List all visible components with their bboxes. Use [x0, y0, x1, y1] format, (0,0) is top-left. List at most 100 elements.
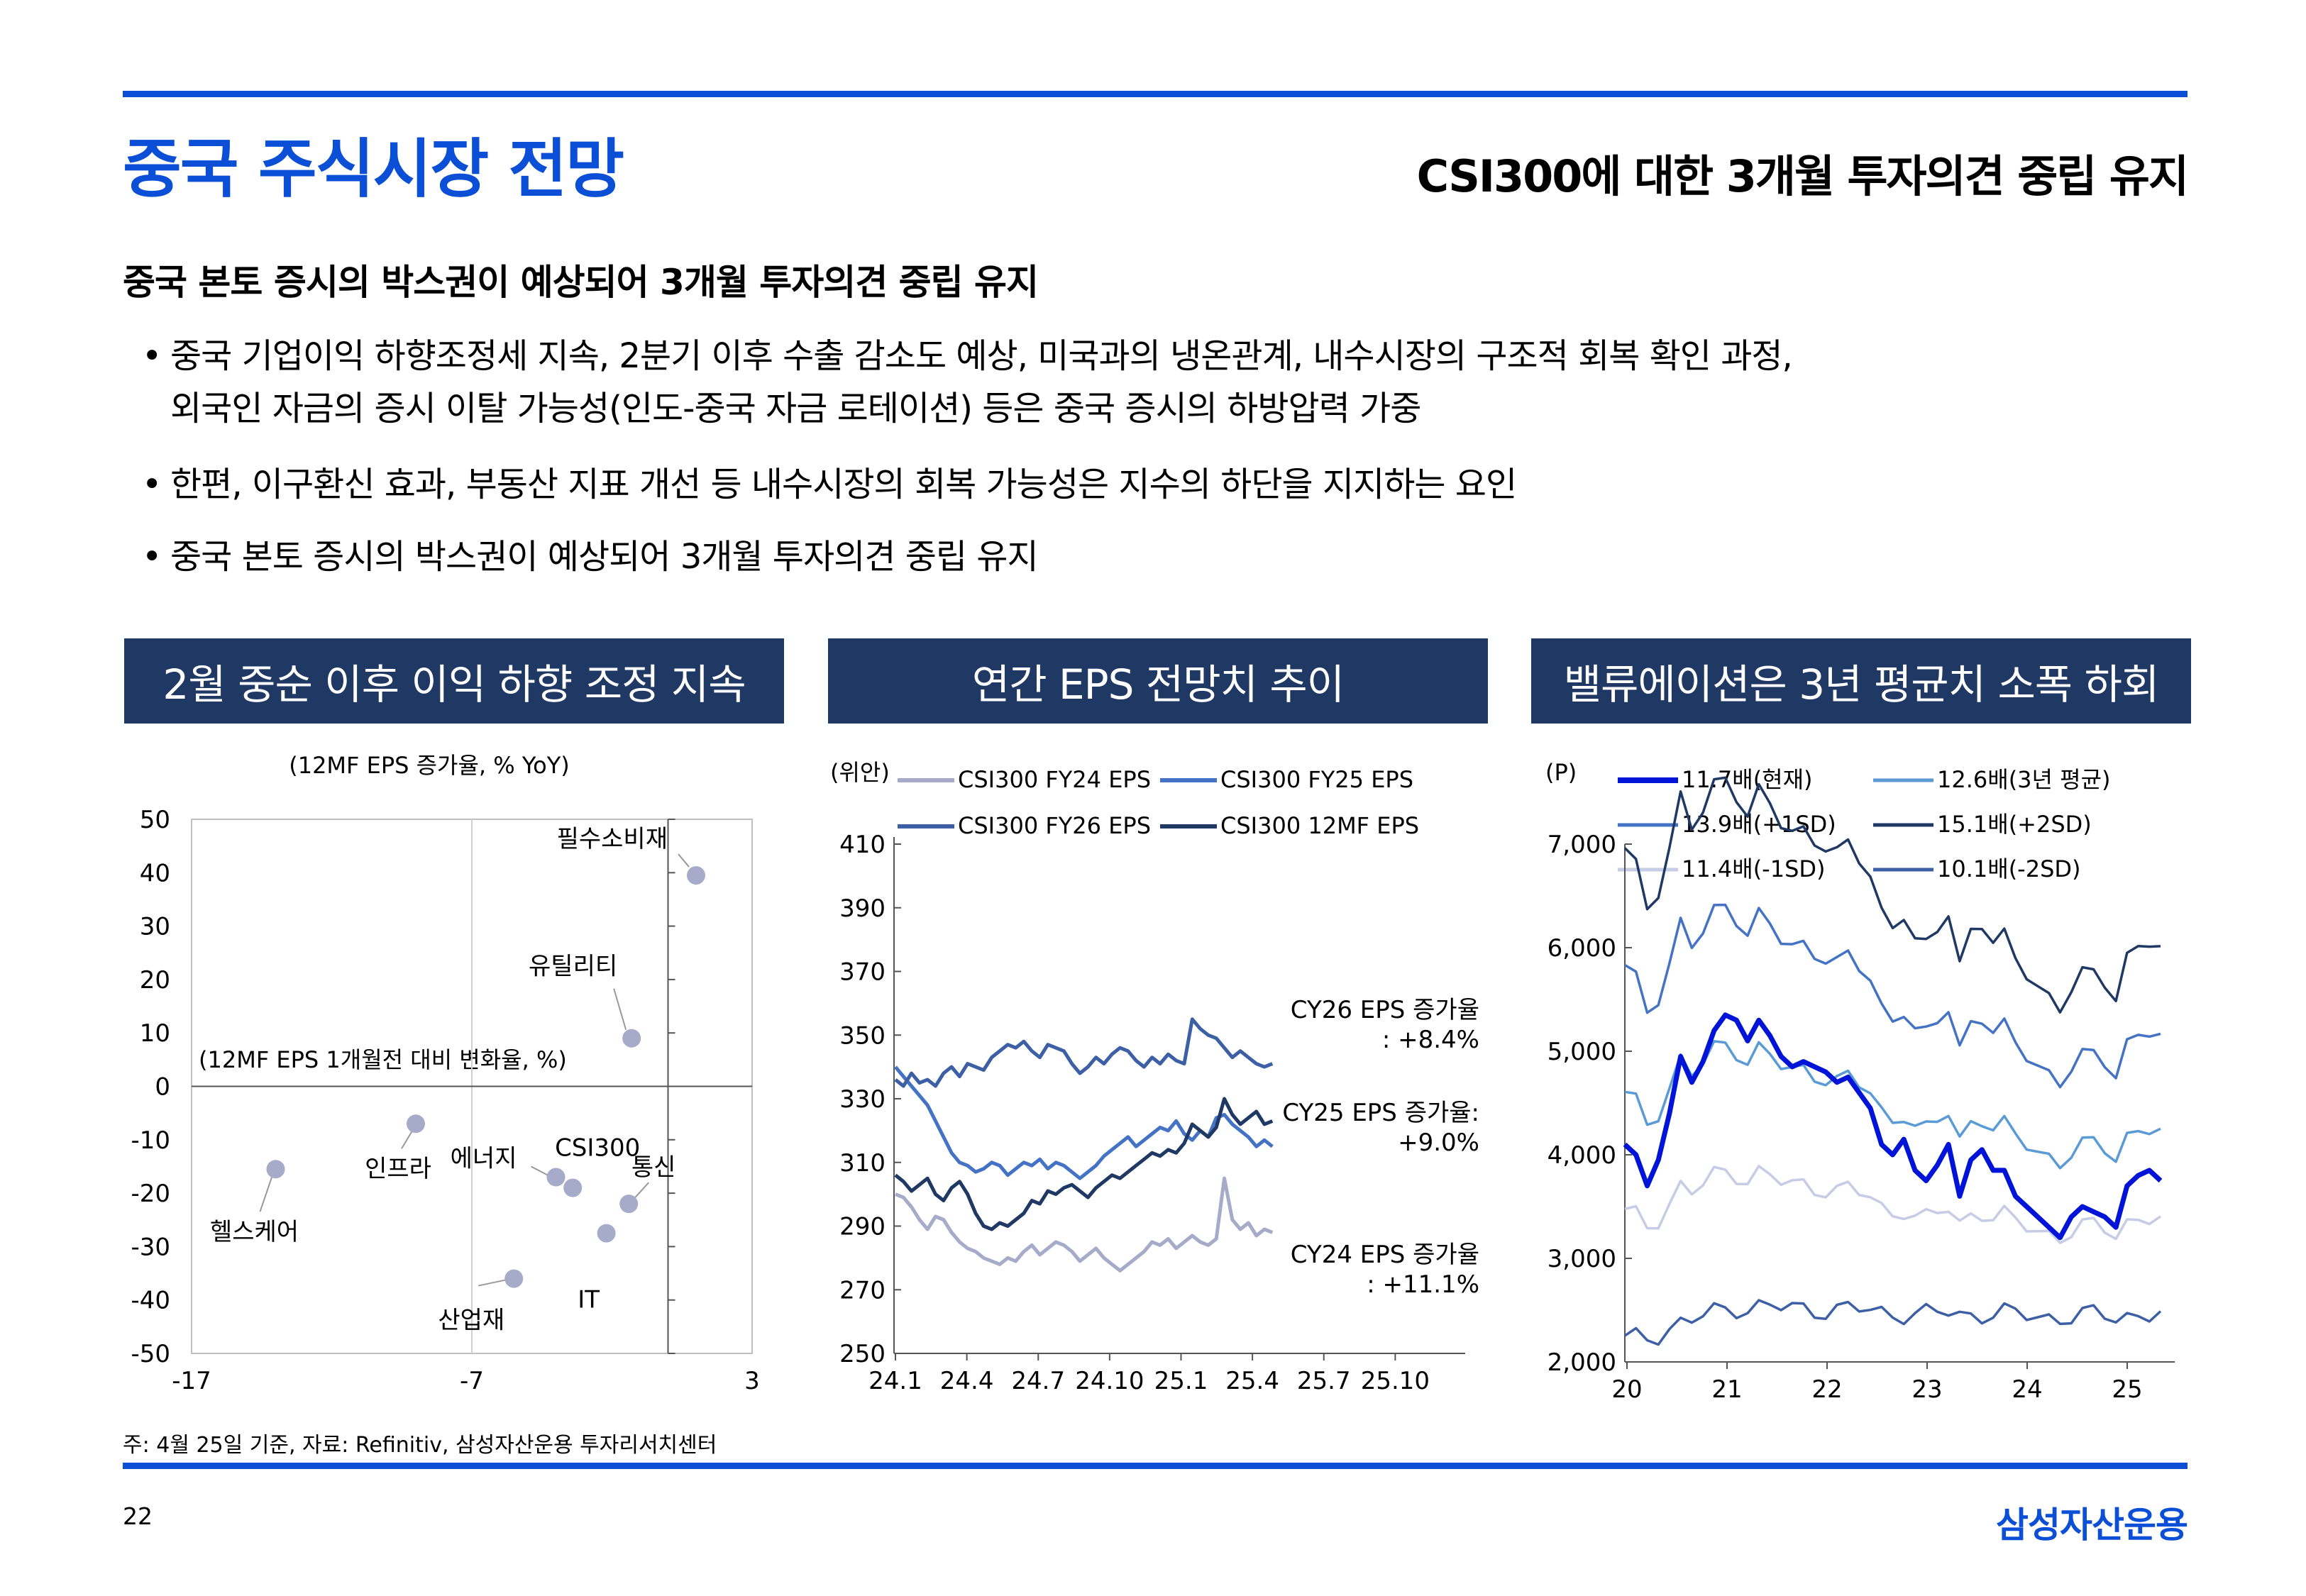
bullet-dot: • — [142, 336, 162, 376]
legend-label: CSI300 FY24 EPS — [958, 766, 1151, 793]
legend-label: 11.4배(-1SD) — [1682, 855, 1826, 882]
bottom-rule — [123, 1463, 2188, 1469]
panel-3-title: 밸류에이션은 3년 평균치 소폭 하회 — [1531, 638, 2191, 724]
y-tick-label: -30 — [131, 1233, 170, 1261]
bullet-2-line1: 한편, 이구환신 효과, 부동산 지표 개선 등 내수시장의 회복 가능성은 지… — [170, 465, 1517, 504]
bullet-dot: • — [142, 537, 162, 577]
y-tick-label: 6,000 — [1548, 934, 1616, 963]
x-tick-label: -17 — [172, 1367, 211, 1395]
bullet-2: • 한편, 이구환신 효과, 부동산 지표 개선 등 내수시장의 회복 가능성은 … — [142, 458, 1517, 511]
valuation-band-chart: (P) 11.7배(현재) 12.6배(3년 평균) 13.9배(+1SD) 15.1… — [1545, 759, 2175, 1404]
legend-label: CSI300 12MF EPS — [1220, 812, 1419, 839]
x-tick-label: 23 — [1911, 1375, 1942, 1404]
current-pe-line — [1623, 1012, 2163, 1241]
scatter-point — [504, 1269, 524, 1288]
scatter-point — [546, 1168, 566, 1187]
y-tick-label: -20 — [131, 1180, 170, 1208]
x-tick-label: 3 — [744, 1367, 760, 1395]
top-rule — [123, 91, 2188, 97]
x-tick-label: 25.7 — [1297, 1367, 1351, 1395]
legend-label: CSI300 FY25 EPS — [1220, 766, 1413, 793]
x-tick-label: 24.7 — [1011, 1367, 1065, 1395]
point-label: 통신 — [631, 1153, 676, 1182]
panel-2-title: 연간 EPS 전망치 추이 — [828, 638, 1488, 724]
y-tick-label: 40 — [140, 859, 170, 887]
leader-line — [634, 1182, 649, 1199]
y-tick-label: 7,000 — [1548, 831, 1616, 859]
y-tick-label: 290 — [839, 1213, 886, 1241]
bullet-1: • 중국 기업이익 하향조정세 지속, 2분기 이후 수출 감소도 예상, 미국과… — [142, 330, 1793, 435]
point-label: CSI300 — [555, 1134, 640, 1163]
x-tick-label: 22 — [1811, 1375, 1842, 1404]
page-title: 중국 주식시장 전망 — [123, 132, 624, 206]
bullet-3: • 중국 본토 증시의 박스권이 예상되어 3개월 투자의견 중립 유지 — [142, 531, 1039, 583]
y-tick-label: 410 — [839, 831, 886, 859]
y-tick-label: -50 — [131, 1340, 170, 1368]
x-tick-label: 25 — [2112, 1375, 2142, 1404]
legend-label: 12.6배(3년 평균) — [1937, 766, 2111, 793]
point-label: 유틸리티 — [529, 953, 617, 981]
page-number: 22 — [123, 1502, 153, 1530]
scatter-point — [687, 866, 705, 885]
x-tick-label: 25.1 — [1154, 1367, 1208, 1395]
scatter-point — [619, 1195, 639, 1214]
x-tick-label: 24.1 — [868, 1367, 922, 1395]
x-tick-label: 24.4 — [940, 1367, 994, 1395]
x-tick-label: -7 — [460, 1367, 484, 1395]
point-label: 에너지 — [451, 1145, 517, 1173]
legend-label: 10.1배(-2SD) — [1937, 855, 2081, 882]
y-tick-label: 50 — [140, 806, 170, 834]
eps-series-line — [894, 1097, 1274, 1231]
point-label: IT — [578, 1286, 600, 1314]
eps-forecast-line-chart: (위안) CSI300 FY24 EPS CSI300 FY25 EPS CSI30… — [830, 759, 1479, 1395]
pe-band-line — [1624, 1040, 2161, 1170]
bullet-1-line1: 중국 기업이익 하향조정세 지속, 2분기 이후 수출 감소도 예상, 미국과의… — [170, 336, 1793, 376]
legend-label: 15.1배(+2SD) — [1937, 811, 2092, 838]
point-label: 헬스케어 — [210, 1218, 299, 1246]
pe-band-line — [1623, 776, 2161, 1014]
leader-line — [478, 1279, 506, 1287]
chart2-unit-label: (위안) — [830, 759, 890, 786]
y-tick-label: 4,000 — [1548, 1141, 1616, 1170]
x-tick-label: 24 — [2012, 1375, 2042, 1404]
leader-line — [259, 1175, 273, 1212]
x-tick-label: 24.10 — [1075, 1367, 1144, 1395]
point-label: 필수소비재 — [557, 825, 668, 853]
annotation-line1: CY26 EPS 증가율 — [1291, 996, 1479, 1024]
scatter-point — [622, 1029, 641, 1048]
y-tick-label: 390 — [839, 894, 886, 923]
annotation-line1: CY25 EPS 증가율: — [1282, 1099, 1479, 1127]
x-tick-label: 25.4 — [1225, 1367, 1279, 1395]
legend-label: CSI300 FY26 EPS — [958, 812, 1151, 839]
summary-heading: 중국 본토 증시의 박스권이 예상되어 3개월 투자의견 중립 유지 — [123, 262, 1039, 303]
bullet-1-line2: 외국인 자금의 증시 이탈 가능성(인도-중국 자금 로테이션) 등은 중국 증… — [170, 389, 1421, 428]
x-tick-label: 25.10 — [1361, 1367, 1430, 1395]
leader-line — [531, 1165, 549, 1177]
legend-label: 11.7배(현재) — [1682, 766, 1813, 793]
scatter-point — [563, 1178, 583, 1197]
scatter-point — [407, 1114, 425, 1134]
chart3-unit-label: (P) — [1545, 759, 1577, 786]
pe-band-line — [1624, 903, 2161, 1089]
x-tick-label: 21 — [1711, 1375, 1742, 1404]
page-subtitle: CSI300에 대한 3개월 투자의견 중립 유지 — [1416, 150, 2189, 202]
eps-series-line — [895, 1176, 1274, 1273]
footnote: 주: 4월 25일 기준, 자료: Refinitiv, 삼성자산운용 투자리서… — [123, 1433, 717, 1458]
chart1-xlabel: (12MF EPS 1개월전 대비 변화율, %) — [199, 1046, 567, 1073]
company-logo: 삼성자산운용 — [1996, 1504, 2188, 1546]
leader-line — [678, 853, 690, 868]
annotation-line2: +9.0% — [1398, 1129, 1479, 1157]
eps-revision-scatter-chart: (12MF EPS 증가율, % YoY) (12MF EPS 1개월전 대비 … — [131, 752, 760, 1395]
point-label: 산업재 — [438, 1307, 504, 1335]
pe-band-line — [1624, 1299, 2162, 1346]
y-tick-label: 2,000 — [1548, 1348, 1616, 1377]
point-label: 인프라 — [365, 1155, 431, 1183]
scatter-point — [597, 1224, 616, 1243]
pe-band-line — [1624, 1165, 2161, 1244]
y-tick-label: 310 — [839, 1149, 886, 1177]
y-tick-label: 30 — [140, 913, 170, 941]
y-tick-label: 20 — [140, 966, 170, 994]
y-tick-label: 250 — [839, 1340, 886, 1368]
annotation-line2: : +8.4% — [1382, 1026, 1479, 1054]
bullet-dot: • — [142, 465, 162, 504]
